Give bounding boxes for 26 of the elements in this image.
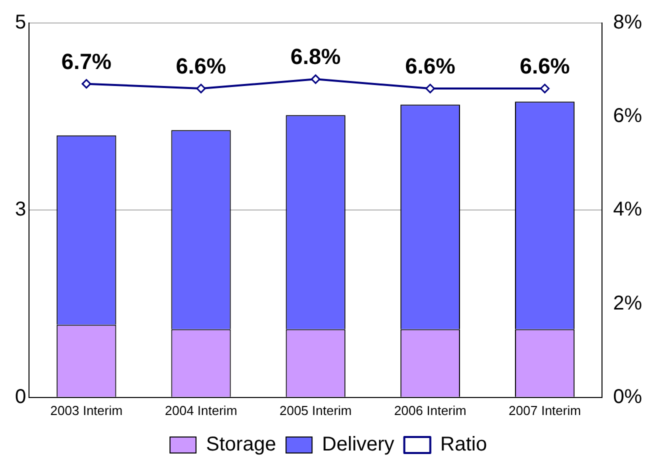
legend-label: Delivery — [322, 434, 394, 456]
y2-tick-label: 6% — [613, 105, 642, 128]
point — [82, 79, 92, 89]
data-label: 6.6% — [176, 54, 226, 79]
point — [196, 84, 206, 94]
x-tick-label: 2003 Interim — [50, 402, 123, 418]
legend-label: Ratio — [440, 434, 487, 456]
y-tick-label: 0 — [15, 386, 26, 408]
x-tick-label: 2004 Interim — [164, 402, 238, 418]
y2-tick-label: 2% — [613, 292, 642, 314]
data-label: 6.6% — [405, 54, 456, 79]
y-tick-label: 3 — [15, 198, 26, 221]
data-label: 6.6% — [520, 54, 570, 79]
point — [425, 84, 435, 94]
legend-label: Storage — [206, 434, 276, 456]
x-tick-label: 2006 Interim — [394, 402, 466, 418]
point — [310, 74, 320, 84]
x-tick-label: 2005 Interim — [279, 402, 352, 418]
x-tick-label: 2007 Interim — [508, 402, 581, 418]
y-tick-label: 5 — [15, 12, 26, 34]
point — [540, 84, 550, 94]
y2-tick-label: 8% — [613, 12, 642, 34]
y2-tick-label: 0% — [613, 386, 642, 408]
y2-tick-label: 4% — [613, 198, 642, 221]
data-label: 6.7% — [61, 48, 112, 74]
data-label: 6.8% — [290, 44, 341, 70]
